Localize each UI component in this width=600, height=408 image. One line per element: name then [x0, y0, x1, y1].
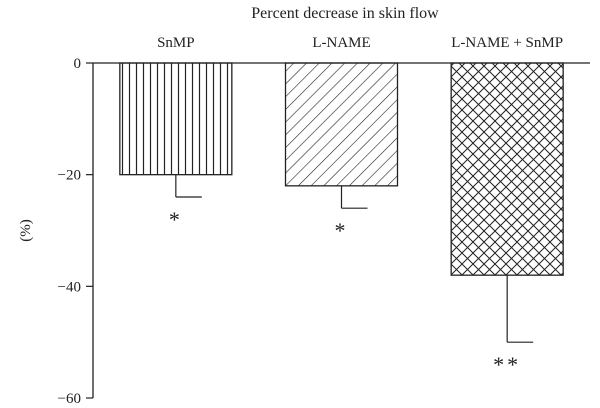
y-tick-label: 0	[74, 56, 82, 72]
significance-marker-3: **	[493, 352, 521, 377]
bar-3	[450, 62, 564, 276]
labels-group: SnMP * L-NAME * L-NAME + SnMP **	[157, 35, 563, 377]
bar-2	[284, 62, 399, 187]
category-label-3: L-NAME + SnMP	[451, 35, 563, 51]
category-label-1: SnMP	[157, 35, 195, 51]
y-tick-label: −20	[58, 168, 81, 184]
significance-marker-2: *	[335, 218, 349, 243]
category-label-2: L-NAME	[312, 35, 370, 51]
bars-group	[119, 62, 564, 343]
y-tick-label: −40	[58, 279, 81, 295]
y-tick-label: −60	[58, 391, 81, 407]
chart-title: Percent decrease in skin flow	[251, 5, 439, 22]
y-axis-label: (%)	[18, 219, 34, 242]
bar-1	[119, 62, 233, 176]
significance-marker-1: *	[169, 207, 183, 232]
